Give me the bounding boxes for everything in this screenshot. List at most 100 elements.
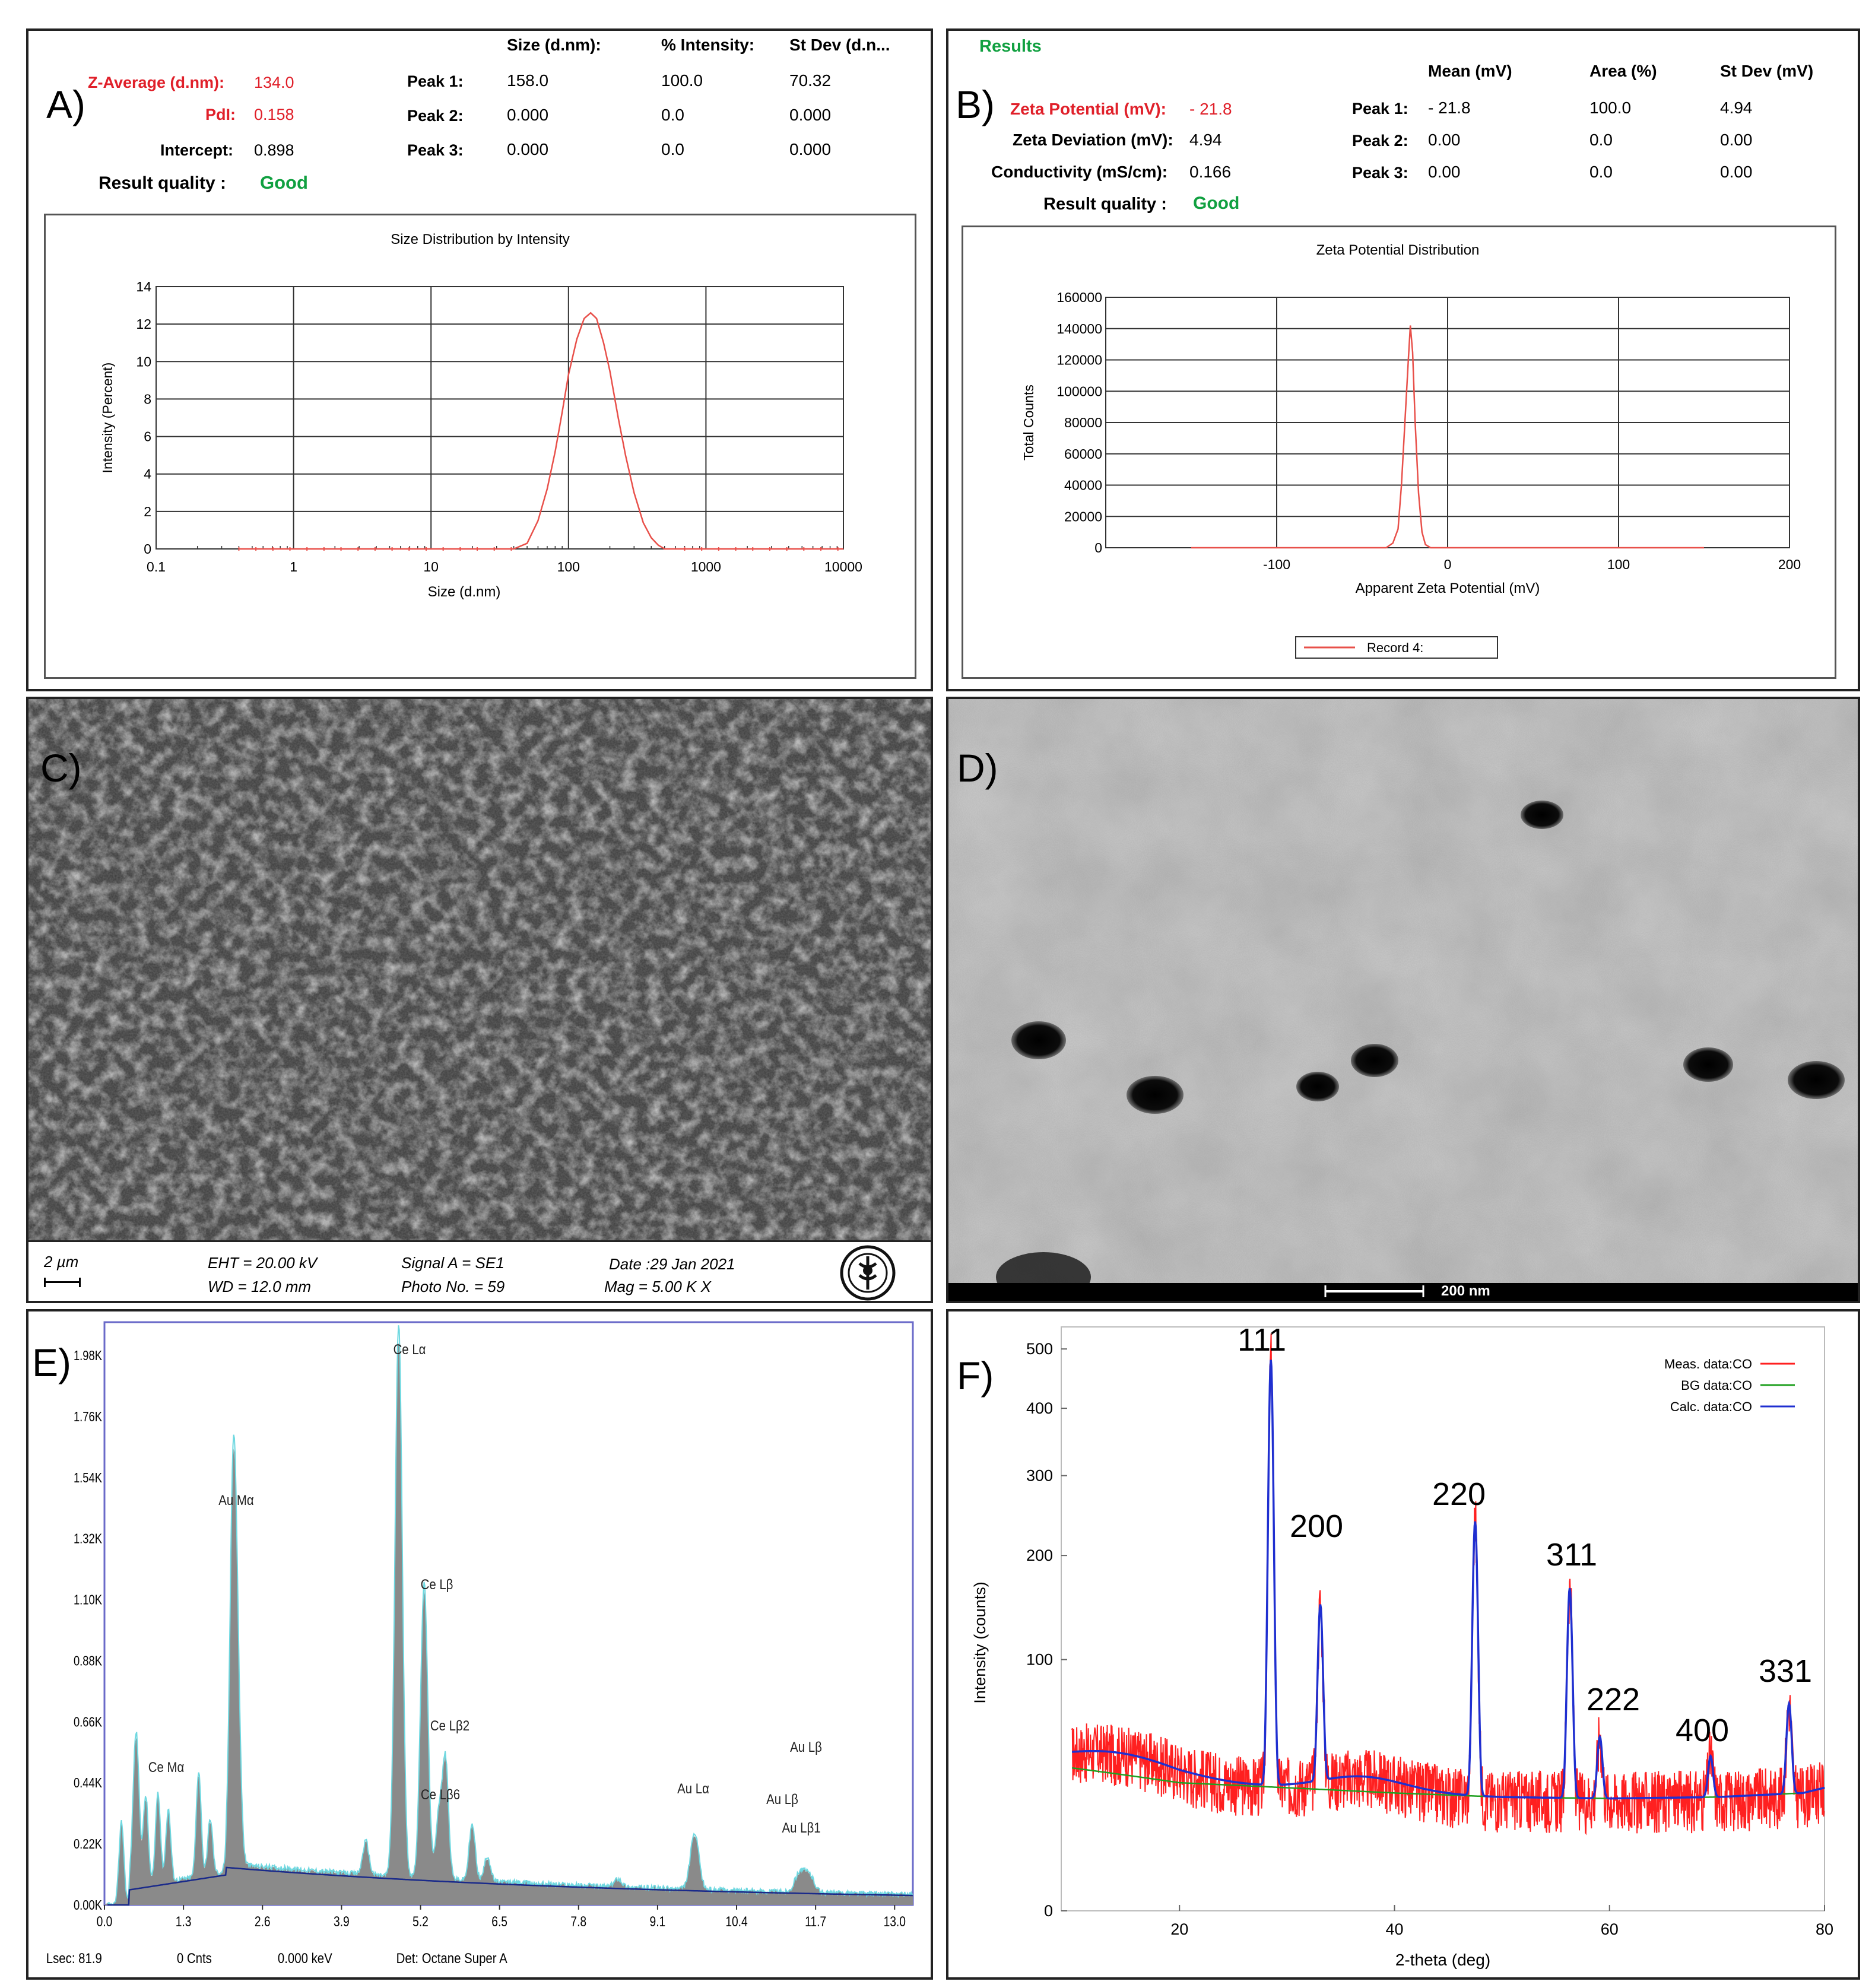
quality-value: Good xyxy=(260,172,308,193)
zeta-chart-y-tick-label: 0 xyxy=(1094,540,1102,555)
edx-x-tick-label: 0.0 xyxy=(97,1913,113,1930)
xrd-y-axis-label: Intensity (counts) xyxy=(971,1581,989,1704)
edx-background-line xyxy=(107,1866,913,1906)
edx-y-tick-label: 0.00K xyxy=(74,1898,102,1913)
xrd-y-tick-label: 0 xyxy=(1044,1902,1053,1920)
edx-peak-label: Au Lβ xyxy=(790,1739,822,1755)
tem-scale-label: 200 nm xyxy=(1441,1283,1490,1299)
panel-d: 200 nm D) xyxy=(946,697,1860,1303)
peak-1-label: Peak 1: xyxy=(407,72,464,90)
xrd-x-tick-label: 20 xyxy=(1170,1920,1188,1938)
size-chart-y-tick-label: 6 xyxy=(144,429,151,444)
size-chart-x-tick-label: 100 xyxy=(557,559,580,574)
edx-x-tick-label: 11.7 xyxy=(805,1913,826,1930)
xrd-calculated-line xyxy=(1071,1360,1825,1800)
conductivity-value: 0.166 xyxy=(1189,163,1232,181)
edx-footer-lsec: Lsec: 81.9 xyxy=(46,1950,102,1966)
xrd-y-tick-label: 300 xyxy=(1026,1467,1053,1485)
zeta-chart-y-tick-label: 100000 xyxy=(1056,383,1102,399)
edx-footer-kev: 0.000 keV xyxy=(278,1950,332,1966)
peak-3-area: 0.0 xyxy=(1589,163,1613,181)
edx-x-tick-label: 3.9 xyxy=(334,1913,350,1930)
size-chart-title: Size Distribution by Intensity xyxy=(391,231,569,247)
size-chart-x-tick-label: 10 xyxy=(423,559,439,574)
panel-e-label: E) xyxy=(32,1341,71,1384)
zeta-distribution-chart: Zeta Potential Distribution -100 0 100 200 0 2… xyxy=(1021,242,1801,659)
size-chart-plot-area xyxy=(156,286,844,550)
edx-peak-label: Ce Lβ6 xyxy=(421,1786,460,1802)
peak-3-stdev-b: 0.00 xyxy=(1720,163,1753,181)
edx-footer-detector: Det: Octane Super A xyxy=(396,1950,507,1966)
edx-peak-label: Ce Mα xyxy=(148,1759,185,1775)
peak-3-size: 0.000 xyxy=(507,140,549,158)
zeta-deviation-label: Zeta Deviation (mV): xyxy=(1013,131,1173,149)
sem-mag: Mag = 5.00 K X xyxy=(604,1278,711,1295)
edx-peak-label: Au Lβ xyxy=(766,1791,798,1807)
tem-micrograph xyxy=(948,699,1858,1301)
edx-y-tick-label: 1.54K xyxy=(74,1471,102,1485)
peak-1-stdev: 70.32 xyxy=(789,71,832,90)
edx-x-tick-label: 9.1 xyxy=(650,1913,666,1930)
sem-date: Date :29 Jan 2021 xyxy=(609,1255,735,1273)
peak-1-label-b: Peak 1: xyxy=(1352,100,1408,117)
zeta-chart-y-tick-label: 20000 xyxy=(1064,509,1102,524)
xrd-peak-label: 400 xyxy=(1676,1713,1729,1748)
zeta-chart-y-tick-label: 140000 xyxy=(1056,321,1102,336)
xrd-x-tick-label: 60 xyxy=(1601,1920,1619,1938)
size-chart-y-tick-label: 2 xyxy=(144,504,151,519)
xrd-peak-label: 331 xyxy=(1759,1653,1812,1689)
quality-label: Result quality : xyxy=(99,173,227,193)
edx-y-tick-label: 1.32K xyxy=(74,1532,102,1546)
stdev-header-b: St Dev (mV) xyxy=(1720,62,1814,80)
zeta-chart-x-tick-label: -100 xyxy=(1263,557,1290,572)
intercept-label: Intercept: xyxy=(160,141,234,159)
institution-logo xyxy=(840,1245,896,1301)
conductivity-label: Conductivity (mS/cm): xyxy=(991,163,1168,181)
peak-3-mean: 0.00 xyxy=(1428,163,1461,181)
panel-e: 0.0 1.3 2.6 3.9 5.2 6.5 7.8 9.1 10.4 11.7 13.0 0.00… xyxy=(26,1309,933,1980)
panel-f: 20 40 60 80 0 100 200 300 400 500 2-theta (deg) Int… xyxy=(946,1309,1860,1980)
results-label: Results xyxy=(979,37,1042,56)
size-chart-x-tick-label: 0.1 xyxy=(147,559,166,574)
area-header: Area (%) xyxy=(1589,62,1657,80)
peak-1-intensity: 100.0 xyxy=(661,71,703,90)
edx-x-tick-label: 7.8 xyxy=(570,1913,586,1930)
xrd-legend-label: Meas. data:CO xyxy=(1664,1357,1752,1371)
size-chart-y-axis-label: Intensity (Percent) xyxy=(100,363,115,474)
edx-x-tick-label: 1.3 xyxy=(176,1913,192,1930)
xrd-peak-label: 200 xyxy=(1290,1509,1343,1544)
edx-x-tick-label: 2.6 xyxy=(255,1913,271,1930)
zavg-value: 134.0 xyxy=(254,74,294,91)
peak-2-intensity: 0.0 xyxy=(661,106,684,124)
panel-f-label: F) xyxy=(957,1354,994,1398)
size-chart-y-tick-label: 4 xyxy=(144,466,151,482)
edx-y-tick-label: 0.44K xyxy=(74,1776,102,1790)
sem-wd: WD = 12.0 mm xyxy=(208,1278,312,1295)
sem-scale-label: 2 µm xyxy=(44,1253,79,1271)
zeta-potential-value: - 21.8 xyxy=(1189,100,1232,118)
peak-3-intensity: 0.0 xyxy=(661,140,684,158)
peak-1-stdev-b: 4.94 xyxy=(1720,99,1753,117)
peak-1-size: 158.0 xyxy=(507,71,549,90)
edx-peak-label: Ce Lβ xyxy=(421,1576,453,1592)
zeta-potential-label: Zeta Potential (mV): xyxy=(1010,100,1166,118)
xrd-peak-label: 311 xyxy=(1546,1537,1597,1573)
zeta-chart-y-axis-label: Total Counts xyxy=(1021,385,1036,461)
panel-a-label: A) xyxy=(46,82,85,126)
size-chart-x-axis-label: Size (d.nm) xyxy=(428,584,501,600)
xrd-x-tick-label: 40 xyxy=(1385,1920,1403,1938)
zeta-chart-x-tick-label: 100 xyxy=(1607,557,1630,572)
size-chart-y-tick-label: 0 xyxy=(144,541,151,557)
peak-2-stdev: 0.000 xyxy=(789,106,832,124)
edx-peak-label: Au Lα xyxy=(677,1780,709,1796)
peak-3-label: Peak 3: xyxy=(407,141,464,159)
xrd-y-tick-label: 100 xyxy=(1026,1651,1053,1669)
xrd-legend-label: Calc. data:CO xyxy=(1670,1399,1752,1414)
size-chart-y-tick-label: 8 xyxy=(144,391,151,407)
sem-scale-bar xyxy=(44,1278,81,1287)
edx-peak-label: Ce Lα xyxy=(394,1341,426,1357)
mean-header: Mean (mV) xyxy=(1428,62,1512,80)
zeta-chart-title: Zeta Potential Distribution xyxy=(1316,242,1480,258)
sem-micrograph xyxy=(28,699,931,1240)
